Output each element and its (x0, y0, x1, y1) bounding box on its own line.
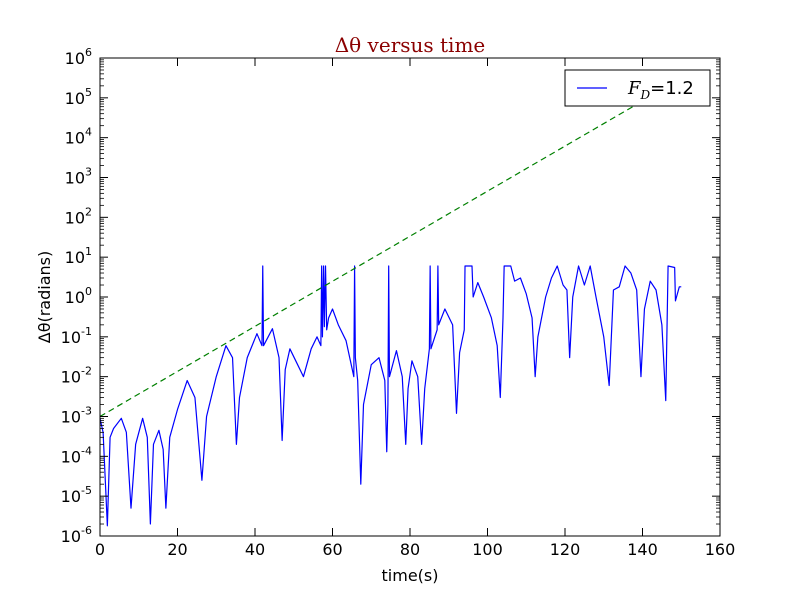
legend-label-fd: FD=1.2 (627, 78, 694, 102)
x-tick-label: 140 (627, 540, 658, 559)
y-tick-label: 102 (65, 205, 92, 227)
chart-title: Δθ versus time (335, 33, 486, 57)
y-axis-label: Δθ(radians) (35, 251, 54, 343)
y-tick-label: 104 (65, 126, 92, 148)
axes-frame (99, 57, 721, 537)
y-tick-label: 106 (65, 46, 92, 68)
legend-label-main: F (627, 78, 642, 99)
plot-area: 0 20 40 60 80 100 120 140 160 10-6 10-5 10-4 10-3 10-… (61, 46, 736, 559)
y-tick-label: 10-3 (61, 405, 92, 427)
y-tick-label: 10-1 (61, 325, 92, 347)
legend-label-sub: D (640, 88, 651, 102)
y-tick-label: 101 (65, 245, 92, 267)
x-tick-label: 80 (400, 540, 420, 559)
legend-label-rest: =1.2 (650, 78, 694, 99)
series-layer (100, 106, 682, 527)
x-tick-label: 60 (322, 540, 342, 559)
y-tick-label: 103 (65, 166, 92, 188)
y-tick-label: 10-4 (61, 444, 92, 466)
x-tick-label: 20 (167, 540, 187, 559)
y-tick-label: 105 (65, 86, 92, 108)
series-line-reference (100, 106, 634, 418)
y-tick-label: 10-2 (61, 365, 92, 387)
legend: FD=1.2 (564, 69, 711, 107)
x-tick-label: 40 (245, 540, 265, 559)
x-axis-label: time(s) (382, 566, 439, 585)
y-tick-label: 10-5 (61, 484, 92, 506)
y-tick-label: 10-6 (61, 524, 92, 546)
tick-layer: 0 20 40 60 80 100 120 140 160 10-6 10-5 10-4 10-3 10-… (61, 46, 736, 559)
x-tick-label: 120 (550, 540, 581, 559)
x-tick-label: 0 (95, 540, 105, 559)
x-tick-label: 160 (705, 540, 736, 559)
x-tick-label: 100 (472, 540, 503, 559)
series-line-fd (100, 265, 682, 527)
y-tick-label: 100 (65, 285, 92, 307)
